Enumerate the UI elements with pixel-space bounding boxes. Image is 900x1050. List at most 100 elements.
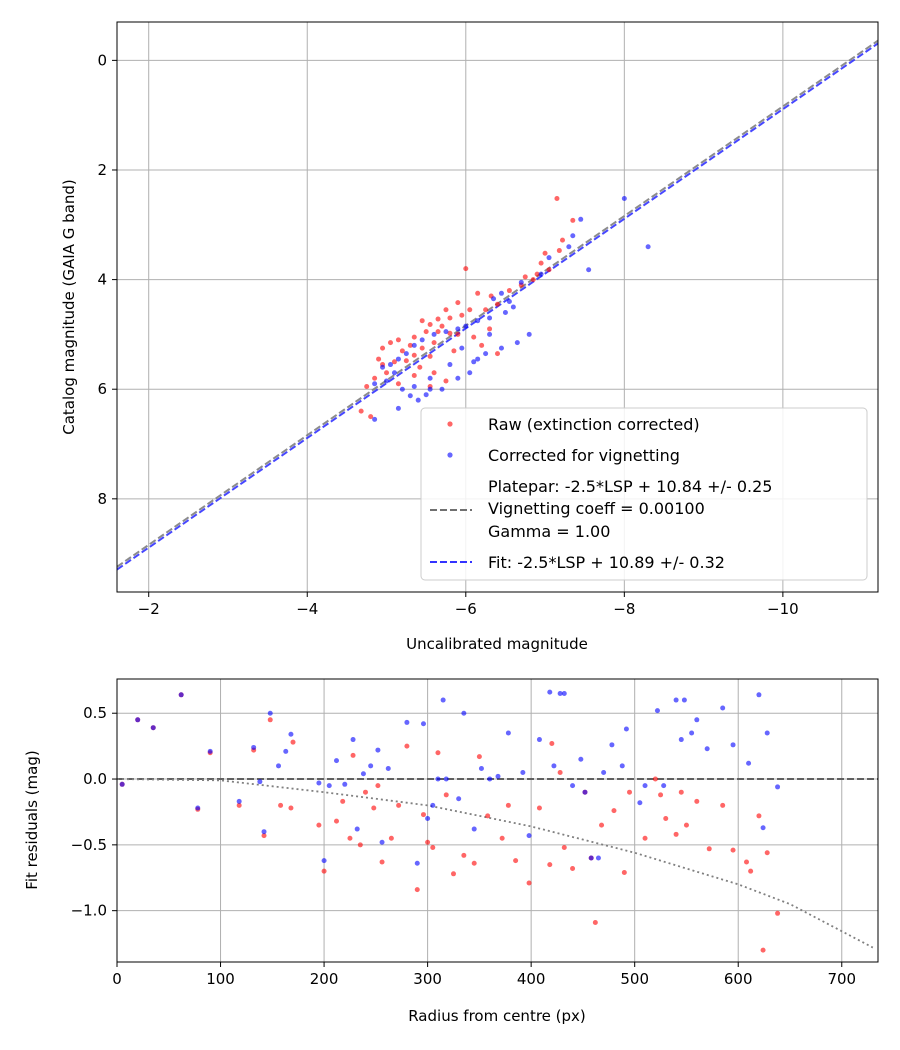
bottom-corrected-point bbox=[595, 855, 601, 861]
top-raw-point bbox=[419, 318, 425, 324]
bottom-corrected-point bbox=[430, 802, 436, 808]
bottom-raw-point bbox=[547, 862, 553, 868]
top-raw-point bbox=[455, 331, 461, 337]
top-corrected-point bbox=[463, 323, 469, 329]
legend-marker-corrected bbox=[447, 452, 453, 458]
bottom-y-ticks: 0.5 0.0 −0.5 −1.0 bbox=[71, 704, 117, 920]
bottom-corrected-point bbox=[505, 730, 511, 736]
bottom-plot-area bbox=[117, 679, 878, 962]
bottom-x-tick-label: 600 bbox=[724, 970, 753, 988]
bottom-raw-point bbox=[592, 920, 598, 926]
top-y-tick-label: 4 bbox=[97, 271, 107, 289]
top-corrected-point bbox=[570, 233, 576, 239]
top-y-tick-label: 8 bbox=[97, 490, 107, 508]
top-corrected-point bbox=[586, 267, 592, 273]
top-corrected-point bbox=[487, 315, 493, 321]
bottom-corrected-point bbox=[119, 781, 125, 787]
bottom-raw-point bbox=[476, 754, 482, 760]
top-raw-point bbox=[483, 307, 489, 313]
bottom-raw-point bbox=[760, 947, 766, 953]
bottom-corrected-point bbox=[551, 763, 557, 769]
top-corrected-point bbox=[372, 381, 378, 387]
bottom-corrected-point bbox=[681, 697, 687, 703]
top-raw-point bbox=[570, 217, 576, 223]
bottom-corrected-point bbox=[642, 783, 648, 789]
bottom-corrected-point bbox=[350, 737, 356, 743]
top-raw-point bbox=[423, 329, 429, 335]
top-raw-point bbox=[431, 370, 437, 376]
bottom-corrected-point bbox=[673, 697, 679, 703]
top-raw-point bbox=[530, 277, 536, 283]
top-corrected-point bbox=[578, 216, 584, 222]
top-raw-point bbox=[542, 250, 548, 256]
bottom-raw-point bbox=[443, 792, 449, 798]
bottom-corrected-point bbox=[588, 855, 594, 861]
bottom-raw-point bbox=[536, 805, 542, 811]
top-x-tick-label: −4 bbox=[296, 600, 318, 618]
bottom-raw-point bbox=[236, 802, 242, 808]
bottom-corrected-point bbox=[730, 742, 736, 748]
top-corrected-point bbox=[391, 370, 397, 376]
bottom-y-tick-label: 0.5 bbox=[83, 704, 107, 722]
bottom-raw-point bbox=[748, 868, 754, 874]
bottom-corrected-point bbox=[704, 746, 710, 752]
bottom-corrected-point bbox=[678, 737, 684, 743]
top-raw-point bbox=[475, 290, 481, 296]
bottom-reference-lines bbox=[117, 778, 878, 949]
top-corrected-point bbox=[447, 362, 453, 368]
top-raw-point bbox=[384, 370, 390, 376]
top-raw-point bbox=[487, 326, 493, 332]
top-raw-point bbox=[467, 307, 473, 313]
bottom-corrected-point bbox=[456, 796, 462, 802]
bottom-corrected-point bbox=[471, 826, 477, 832]
top-corrected-point bbox=[395, 356, 401, 362]
bottom-raw-point bbox=[720, 802, 726, 808]
bottom-corrected-point bbox=[267, 710, 273, 716]
bottom-raw-point bbox=[414, 887, 420, 893]
bottom-raw-point bbox=[267, 717, 273, 723]
top-corrected-point bbox=[498, 345, 504, 351]
top-corrected-point bbox=[431, 331, 437, 337]
bottom-corrected-point bbox=[578, 756, 584, 762]
top-corrected-point bbox=[475, 356, 481, 362]
bottom-y-tick-label: 0.0 bbox=[83, 770, 107, 788]
top-panel: −2 −4 −6 −8 −10 0 2 4 6 8 Uncalibrated magnitude… bbox=[60, 21, 879, 653]
bottom-corrected-point bbox=[746, 760, 752, 766]
bottom-raw-point bbox=[642, 835, 648, 841]
bottom-corrected-point bbox=[404, 719, 410, 725]
top-corrected-point bbox=[483, 351, 489, 357]
top-y-axis-label: Catalog magnitude (GAIA G band) bbox=[60, 179, 78, 434]
legend-label-platepar-3: Gamma = 1.00 bbox=[488, 522, 610, 541]
bottom-y-tick-label: −0.5 bbox=[71, 836, 107, 854]
top-corrected-point bbox=[427, 386, 433, 392]
bottom-corrected-point bbox=[257, 779, 263, 785]
bottom-corrected-point bbox=[487, 776, 493, 782]
bottom-x-tick-label: 300 bbox=[413, 970, 442, 988]
bottom-corrected-point bbox=[342, 781, 348, 787]
top-raw-point bbox=[439, 323, 445, 329]
top-corrected-point bbox=[467, 370, 473, 376]
top-corrected-point bbox=[621, 195, 627, 201]
bottom-raw-point bbox=[321, 868, 327, 874]
bottom-raw-point bbox=[350, 752, 356, 758]
legend-label-raw: Raw (extinction corrected) bbox=[488, 415, 700, 434]
top-raw-point bbox=[471, 334, 477, 340]
top-raw-point bbox=[395, 381, 401, 387]
top-corrected-point bbox=[645, 244, 651, 250]
bottom-corrected-point bbox=[720, 705, 726, 711]
bottom-x-tick-label: 0 bbox=[112, 970, 122, 988]
bottom-corrected-point bbox=[321, 858, 327, 864]
top-raw-point bbox=[387, 340, 393, 346]
legend-marker-raw bbox=[447, 421, 453, 427]
bottom-x-tick-label: 400 bbox=[517, 970, 546, 988]
bottom-raw-point bbox=[678, 789, 684, 795]
top-raw-point bbox=[546, 267, 552, 273]
top-raw-point bbox=[506, 288, 512, 294]
bottom-raw-point bbox=[375, 783, 381, 789]
bottom-raw-point bbox=[694, 798, 700, 804]
bottom-corrected-point bbox=[135, 717, 141, 723]
bottom-raw-point bbox=[775, 910, 781, 916]
bottom-x-tick-label: 500 bbox=[620, 970, 649, 988]
top-raw-point bbox=[411, 334, 417, 340]
